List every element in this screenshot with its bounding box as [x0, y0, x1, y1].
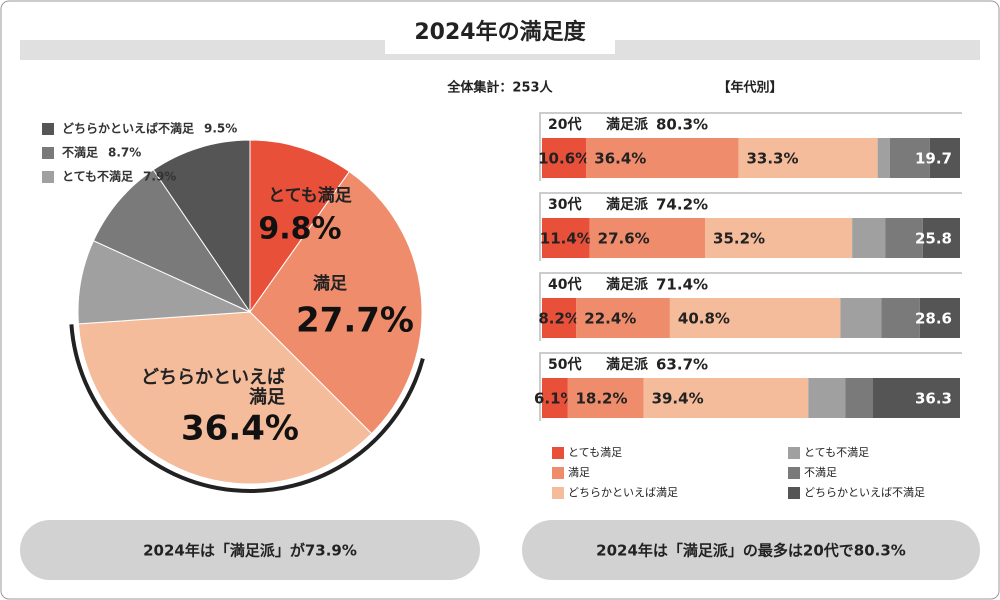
bar-segment [885, 218, 923, 258]
bar-segment [669, 298, 841, 338]
note: 2024年は「満足派」の最多は20代で80.3% [596, 542, 906, 560]
satisfied-total: 63.7% [656, 356, 708, 374]
bar-segment [881, 298, 920, 338]
legend-swatch [788, 487, 800, 499]
legend-label: どちらかといえば満足 [568, 486, 678, 499]
row-frame [539, 192, 962, 261]
legend-swatch [552, 447, 564, 459]
slice-value: 27.7% [296, 301, 414, 341]
bar-title: 【年代別】 [717, 80, 782, 96]
slice-label: とても満足 [268, 185, 352, 206]
segment-label: 33.3% [746, 150, 798, 168]
satisfied-total: 74.2% [656, 196, 708, 214]
segment-label: 10.6% [538, 150, 590, 168]
bar-segment [542, 138, 587, 178]
row-label: 20代 [548, 116, 581, 133]
pie-slice [249, 139, 351, 314]
legend-label: とても不満足 [804, 446, 869, 459]
bar-segment [586, 138, 739, 178]
row-label: 50代 [548, 356, 581, 373]
bar-segment [872, 378, 960, 418]
bar-segment [919, 298, 960, 338]
row-frame [539, 272, 962, 341]
legend-swatch [42, 147, 54, 159]
legend-label: 満足 [568, 466, 590, 479]
row-label: 30代 [548, 196, 581, 213]
bar-segment [542, 218, 590, 258]
legend-swatch [42, 171, 54, 183]
title: 2024年の満足度 [414, 19, 586, 45]
bar-segment [922, 218, 960, 258]
bar-segment [576, 298, 670, 338]
sample-note: 全体集計：253人 [446, 80, 553, 96]
pie-slice [152, 139, 251, 314]
bar-segment [929, 138, 960, 178]
legend-label: 不満足 [804, 466, 837, 479]
segment-label: 18.2% [575, 390, 627, 408]
pie-slice [77, 311, 373, 485]
pie-slice [92, 169, 252, 314]
row-frame [539, 112, 962, 181]
satisfied-name: 満足派 [606, 196, 649, 213]
bar-segment [738, 138, 878, 178]
segment-label: 36.4% [594, 150, 646, 168]
bar-segment [852, 218, 886, 258]
bar-segment [705, 218, 853, 258]
bar-segment [542, 378, 568, 418]
bar-segment [808, 378, 846, 418]
bar-segment [542, 298, 577, 338]
legend-value: 7.9% [143, 170, 176, 184]
segment-label: 27.6% [598, 230, 650, 248]
satisfied-name: 満足派 [606, 356, 649, 373]
bar-segment [877, 138, 890, 178]
satisfied-name: 満足派 [606, 276, 649, 293]
bar-segment [845, 378, 873, 418]
row-label: 40代 [548, 276, 581, 293]
legend-label: とても不満足 [62, 169, 133, 184]
satisfied-total: 80.3% [656, 116, 708, 134]
note-pill [20, 520, 480, 580]
dissatisfied-total: 19.7 [915, 150, 952, 168]
dissatisfied-total: 28.6 [915, 310, 952, 328]
legend-swatch [552, 487, 564, 499]
segment-label: 11.4% [540, 230, 592, 248]
segment-label: 40.8% [678, 310, 730, 328]
legend-label: どちらかといえば不満足 [62, 121, 194, 136]
legend-swatch [788, 447, 800, 459]
slice-value: 36.4% [181, 409, 299, 449]
row-frame [539, 352, 962, 421]
legend-value: 9.5% [204, 122, 237, 136]
note: 2024年は「満足派」が73.9% [143, 542, 357, 560]
satisfied-total: 71.4% [656, 276, 708, 294]
segment-label: 6.1% [534, 390, 576, 408]
legend-value: 8.7% [108, 146, 141, 160]
bar-segment [840, 298, 882, 338]
dissatisfied-total: 25.8 [915, 230, 952, 248]
legend-label: どちらかといえば不満足 [804, 486, 925, 499]
dissatisfied-total: 36.3 [915, 390, 952, 408]
segment-label: 8.2% [538, 310, 580, 328]
title-bg [385, 14, 615, 54]
bar-segment [589, 218, 706, 258]
pie-slice [249, 170, 423, 435]
segment-label: 39.4% [652, 390, 704, 408]
legend-swatch [552, 467, 564, 479]
bar-segment [567, 378, 644, 418]
legend-swatch [42, 123, 54, 135]
bar-segment [889, 138, 930, 178]
slice-value: 9.8% [258, 212, 341, 247]
segment-label: 35.2% [713, 230, 765, 248]
legend-label: とても満足 [568, 446, 622, 459]
legend-swatch [788, 467, 800, 479]
note-pill [522, 520, 980, 580]
slice-label: 満足 [313, 273, 347, 294]
bar-segment [643, 378, 809, 418]
group-outline [69, 324, 425, 493]
legend-label: 不満足 [62, 145, 98, 160]
segment-label: 22.4% [584, 310, 636, 328]
slice-label: どちらかといえば満足 [141, 367, 285, 408]
satisfied-name: 満足派 [606, 116, 649, 133]
